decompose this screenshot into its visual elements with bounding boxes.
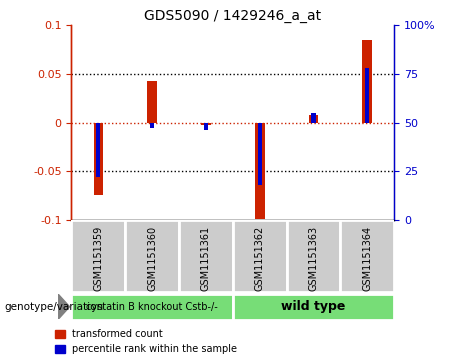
Text: GSM1151361: GSM1151361 (201, 225, 211, 290)
Text: GSM1151362: GSM1151362 (254, 225, 265, 291)
Text: GSM1151359: GSM1151359 (93, 225, 103, 291)
Legend: transformed count, percentile rank within the sample: transformed count, percentile rank withi… (51, 326, 241, 358)
Bar (362, 40, 372, 122)
Bar (179, 220, 233, 292)
Bar (201, 122, 211, 126)
Polygon shape (58, 294, 70, 319)
Bar (94, 122, 103, 195)
Title: GDS5090 / 1429246_a_at: GDS5090 / 1429246_a_at (144, 9, 321, 23)
Bar (255, 122, 265, 219)
Bar (204, 122, 208, 130)
Bar (365, 68, 369, 122)
Text: genotype/variation: genotype/variation (5, 302, 104, 312)
Text: GSM1151360: GSM1151360 (147, 225, 157, 290)
Bar (71, 220, 125, 292)
Bar (71, 294, 233, 320)
Bar (309, 115, 318, 122)
Bar (96, 122, 100, 177)
Bar (311, 113, 316, 122)
Bar (233, 294, 394, 320)
Text: cystatin B knockout Cstb-/-: cystatin B knockout Cstb-/- (86, 302, 218, 312)
Bar (150, 122, 154, 129)
Text: wild type: wild type (281, 300, 346, 313)
Bar (287, 220, 340, 292)
Bar (233, 220, 287, 292)
Text: GSM1151363: GSM1151363 (308, 225, 319, 290)
Text: GSM1151364: GSM1151364 (362, 225, 372, 290)
Bar (340, 220, 394, 292)
Bar (148, 81, 157, 122)
Bar (125, 220, 179, 292)
Bar (258, 122, 262, 185)
